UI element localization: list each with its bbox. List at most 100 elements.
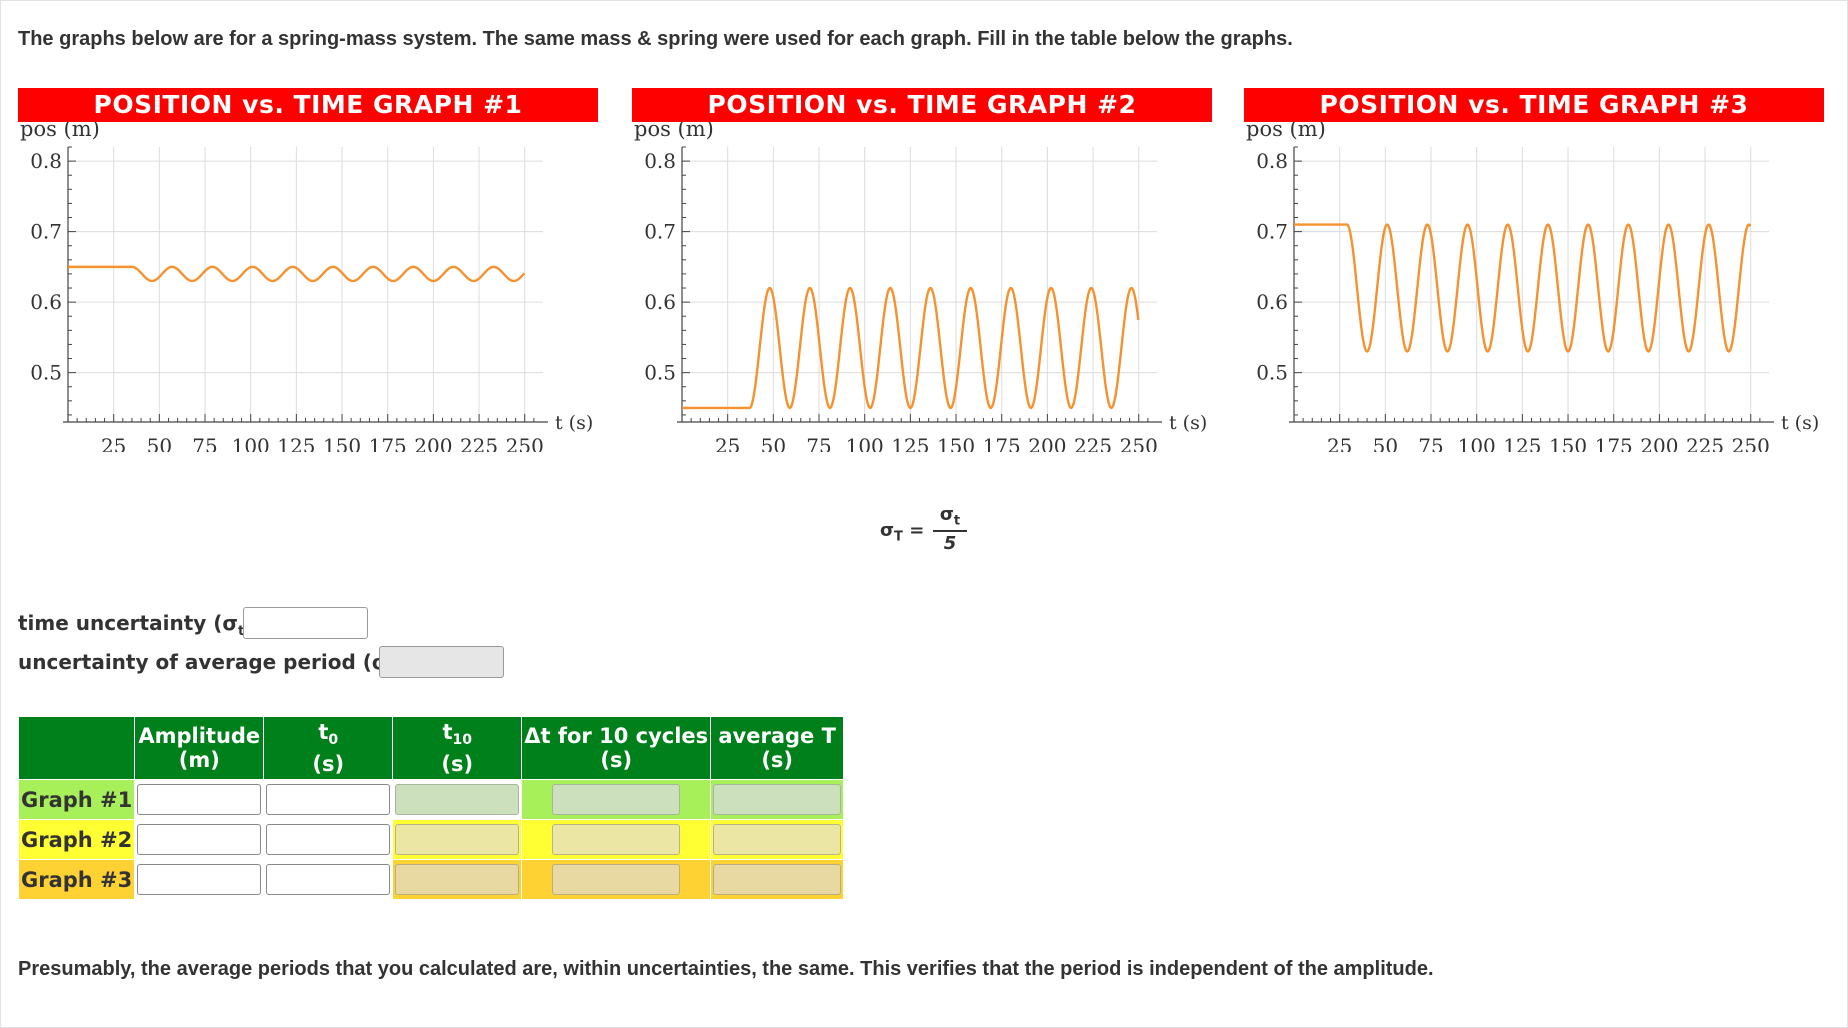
x-tick-label: 75 xyxy=(192,434,217,452)
graph-3-plot: 0.8 0.7 0.6 0.5 25 50 75 100 125 150 175 200 225 250 p… xyxy=(1246,122,1819,452)
x-tick-label: 175 xyxy=(1595,434,1633,452)
y-tick-label: 0.6 xyxy=(644,290,676,314)
graph-2-average-period-output xyxy=(713,824,842,855)
graph-2: POSITION vs. TIME GRAPH #2 0.8 0.7 0.6 0.5 2… xyxy=(632,88,1212,452)
x-tick-label: 250 xyxy=(1732,434,1770,452)
header-amplitude: Amplitude (m) xyxy=(134,716,265,780)
x-tick-label: 75 xyxy=(1418,434,1443,452)
table-row-graph-3: Graph #3 xyxy=(17,859,845,900)
x-tick-label: 225 xyxy=(1686,434,1724,452)
graph-2-delta-t-output xyxy=(552,824,681,855)
position-curve xyxy=(682,286,1140,410)
position-curve xyxy=(1294,223,1752,353)
x-tick-label: 150 xyxy=(1549,434,1587,452)
x-tick-label: 200 xyxy=(414,434,452,452)
formula-fraction: σt 5 xyxy=(933,504,967,554)
formula-denominator: 5 xyxy=(943,532,957,554)
table-row-graph-2: Graph #2 xyxy=(17,819,845,860)
y-tick-label: 0.8 xyxy=(1256,149,1288,173)
header-average-period: average T (s) xyxy=(710,716,845,780)
formula-numerator: σt xyxy=(933,504,967,532)
formula-lhs: σ xyxy=(880,520,895,541)
header-delta-t: Δt for 10 cycles (s) xyxy=(521,716,712,780)
y-axis-label: pos (m) xyxy=(634,122,714,141)
x-axis-label: t (s) xyxy=(555,412,593,434)
y-tick-label: 0.8 xyxy=(644,149,676,173)
x-tick-label: 75 xyxy=(806,434,831,452)
x-tick-label: 125 xyxy=(891,434,929,452)
x-tick-label: 100 xyxy=(1458,434,1496,452)
graph-1-amplitude-input[interactable] xyxy=(137,784,262,815)
formula-lhs-sub: T xyxy=(894,529,903,545)
x-tick-label: 100 xyxy=(232,434,270,452)
graph-1-t10-output xyxy=(395,784,520,815)
graph-1-t0-input[interactable] xyxy=(266,784,391,815)
x-tick-label: 200 xyxy=(1640,434,1678,452)
period-uncertainty-formula: σT = σt 5 xyxy=(880,504,967,554)
x-tick-label: 250 xyxy=(506,434,544,452)
x-tick-label: 50 xyxy=(147,434,172,452)
graph-1: POSITION vs. TIME GRAPH #1 0.8 0.7 0.6 0.5 2… xyxy=(18,88,598,452)
row-label-graph-3: Graph #3 xyxy=(17,859,136,900)
graph-3-t0-input[interactable] xyxy=(266,864,391,895)
x-axis-label: t (s) xyxy=(1781,412,1819,434)
x-tick-label: 25 xyxy=(101,434,126,452)
y-tick-label: 0.6 xyxy=(30,290,62,314)
x-tick-label: 225 xyxy=(460,434,498,452)
period-uncertainty-output xyxy=(379,646,504,678)
x-tick-label: 150 xyxy=(323,434,361,452)
x-axis-label: t (s) xyxy=(1169,412,1207,434)
y-tick-label: 0.8 xyxy=(30,149,62,173)
graph-1-title: POSITION vs. TIME GRAPH #1 xyxy=(18,88,598,122)
x-tick-label: 225 xyxy=(1074,434,1112,452)
graph-1-delta-t-output xyxy=(552,784,681,815)
graph-1-plot: 0.8 0.7 0.6 0.5 25 50 75 100 125 150 175 200 225 250 p… xyxy=(20,122,593,452)
y-axis-label: pos (m) xyxy=(1246,122,1326,141)
period-uncertainty-label: uncertainty of average period (σT) = xyxy=(18,650,429,678)
y-tick-label: 0.6 xyxy=(1256,290,1288,314)
x-tick-label: 175 xyxy=(983,434,1021,452)
y-tick-label: 0.5 xyxy=(644,361,676,385)
table-header-row: Amplitude (m) t0 (s) t10 (s) Δt for 10 cycl… xyxy=(17,716,845,780)
row-label-graph-2: Graph #2 xyxy=(17,819,136,860)
results-table: Amplitude (m) t0 (s) t10 (s) Δt for 10 cycl… xyxy=(17,716,845,900)
x-tick-label: 250 xyxy=(1120,434,1158,452)
graph-2-t0-input[interactable] xyxy=(266,824,391,855)
header-t10: t10 (s) xyxy=(392,716,523,780)
y-tick-label: 0.7 xyxy=(644,220,676,244)
graph-3-amplitude-input[interactable] xyxy=(137,864,262,895)
conclusion-text: Presumably, the average periods that you… xyxy=(18,958,1434,980)
x-tick-label: 100 xyxy=(846,434,884,452)
y-tick-label: 0.5 xyxy=(1256,361,1288,385)
y-tick-label: 0.7 xyxy=(30,220,62,244)
graph-3: POSITION vs. TIME GRAPH #3 0.8 0.7 0.6 0.5 2… xyxy=(1244,88,1824,452)
graph-3-title: POSITION vs. TIME GRAPH #3 xyxy=(1244,88,1824,122)
graph-1-average-period-output xyxy=(713,784,842,815)
x-tick-label: 125 xyxy=(277,434,315,452)
table-row-graph-1: Graph #1 xyxy=(17,779,845,820)
header-blank xyxy=(17,716,136,780)
y-axis-label: pos (m) xyxy=(20,122,100,141)
formula-eq: = xyxy=(909,520,925,541)
graph-2-title: POSITION vs. TIME GRAPH #2 xyxy=(632,88,1212,122)
row-label-graph-1: Graph #1 xyxy=(17,779,136,820)
y-tick-label: 0.5 xyxy=(30,361,62,385)
graph-2-t10-output xyxy=(395,824,520,855)
x-tick-label: 25 xyxy=(1327,434,1352,452)
graph-2-plot: 0.8 0.7 0.6 0.5 25 50 75 100 125 150 175 200 225 250 p… xyxy=(634,122,1207,452)
time-uncertainty-input[interactable] xyxy=(243,607,368,639)
graph-3-delta-t-output xyxy=(552,864,681,895)
graph-3-t10-output xyxy=(395,864,520,895)
graph-3-average-period-output xyxy=(713,864,842,895)
x-tick-label: 50 xyxy=(761,434,786,452)
position-curve xyxy=(68,265,526,283)
x-tick-label: 150 xyxy=(937,434,975,452)
instructions-text: The graphs below are for a spring-mass s… xyxy=(18,28,1293,50)
time-uncertainty-label: time uncertainty (σt) = xyxy=(18,611,277,639)
graph-2-amplitude-input[interactable] xyxy=(137,824,262,855)
y-tick-label: 0.7 xyxy=(1256,220,1288,244)
x-tick-label: 125 xyxy=(1503,434,1541,452)
x-tick-label: 50 xyxy=(1373,434,1398,452)
header-t0: t0 (s) xyxy=(263,716,394,780)
x-tick-label: 25 xyxy=(715,434,740,452)
